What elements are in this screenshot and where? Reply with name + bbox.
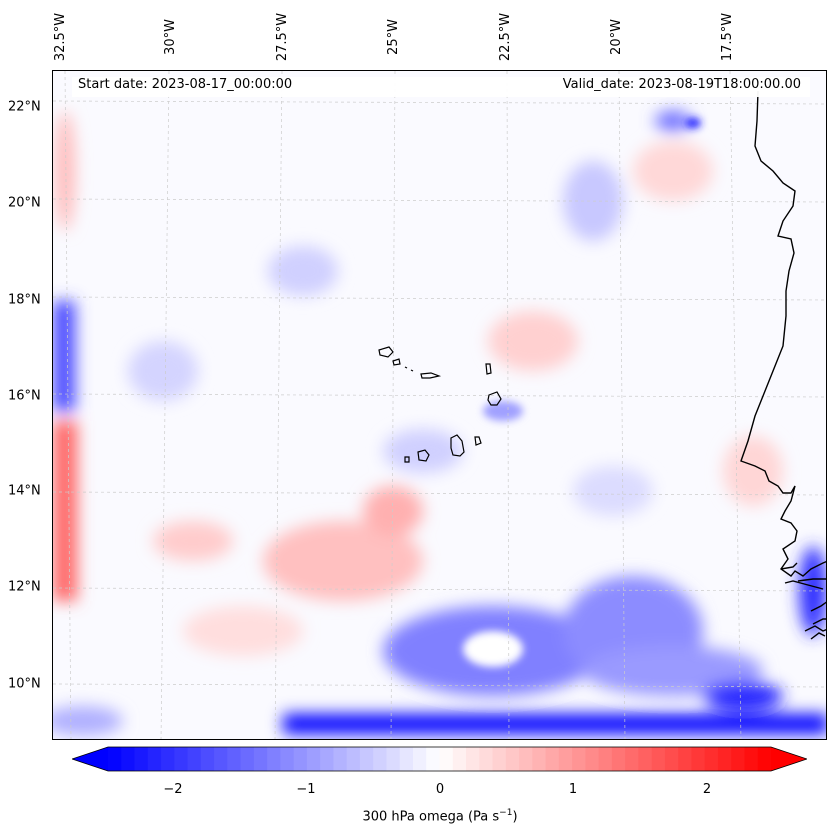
lon-label: 30°W xyxy=(163,19,178,55)
colorbar-segment xyxy=(651,747,666,771)
colorbar-tick: −2 xyxy=(163,782,183,797)
lon-label: 17.5°W xyxy=(720,12,735,62)
omega-small-features xyxy=(463,118,701,667)
colorbar-segment xyxy=(466,747,480,771)
colorbar-segment xyxy=(611,747,626,771)
lat-label: 22°N xyxy=(8,99,41,115)
colorbar-segment xyxy=(293,747,308,771)
colorbar-segment xyxy=(479,747,494,771)
colorbar-segment xyxy=(598,747,613,771)
colorbar-segment xyxy=(757,747,772,771)
colorbar-segment xyxy=(333,747,348,771)
lon-label: 27.5°W xyxy=(275,12,290,62)
colorbar-gradient xyxy=(72,746,807,772)
lat-label: 16°N xyxy=(8,388,41,404)
colorbar-segment xyxy=(346,747,361,771)
colorbar-segment xyxy=(625,747,639,771)
african-coastline xyxy=(740,90,826,640)
colorbar-segment xyxy=(505,747,520,771)
lon-label: 20°W xyxy=(609,19,624,55)
colorbar-tick: −1 xyxy=(296,782,316,797)
colorbar-segment xyxy=(558,747,573,771)
colorbar-segment xyxy=(280,747,295,771)
colorbar-segment xyxy=(359,747,374,771)
colorbar-segment xyxy=(187,747,202,771)
colorbar-segment xyxy=(399,747,414,771)
colorbar-segment xyxy=(306,747,321,771)
colorbar-segment xyxy=(717,747,732,771)
colorbar-segment xyxy=(545,747,560,771)
colorbar-segment xyxy=(227,747,242,771)
colorbar-segment xyxy=(134,747,149,771)
colorbar-extend-min xyxy=(72,747,108,771)
colorbar-segment xyxy=(253,747,268,771)
colorbar-tick: 0 xyxy=(435,782,445,797)
colorbar-segment xyxy=(320,747,335,771)
omega-field-map xyxy=(53,71,826,739)
colorbar-tick: 2 xyxy=(702,782,712,797)
colorbar-label-main: 300 hPa omega (Pa s xyxy=(362,809,500,825)
colorbar-segment xyxy=(386,747,401,771)
lat-label: 14°N xyxy=(8,483,41,499)
valid-date-label: Valid_date: 2023-08-19T18:00:00.00 xyxy=(562,77,801,92)
lat-label: 18°N xyxy=(8,292,41,308)
colorbar-segment xyxy=(744,747,759,771)
lat-label: 10°N xyxy=(8,676,41,692)
colorbar-segment xyxy=(731,747,746,771)
colorbar-segment xyxy=(664,747,679,771)
colorbar-label-sup: −1 xyxy=(499,808,513,818)
colorbar-segment xyxy=(704,747,719,771)
colorbar-segment xyxy=(200,747,215,771)
colorbar-segment xyxy=(373,747,388,771)
colorbar-label: 300 hPa omega (Pa s−1) xyxy=(0,808,837,824)
colorbar-segment xyxy=(585,747,600,771)
cape-verde-islands xyxy=(378,346,502,463)
colorbar-segment xyxy=(426,747,441,771)
colorbar-segment xyxy=(572,747,586,771)
colorbar-label-end: ) xyxy=(512,809,518,825)
colorbar-segment xyxy=(412,747,427,771)
colorbar-segment xyxy=(638,747,653,771)
lat-label: 20°N xyxy=(8,195,41,211)
colorbar-segment xyxy=(161,747,175,771)
colorbar-segment xyxy=(678,747,693,771)
lon-label: 22.5°W xyxy=(498,12,513,62)
colorbar-segment xyxy=(121,747,136,771)
colorbar xyxy=(72,745,807,773)
info-bar xyxy=(72,77,810,97)
colorbar-segment xyxy=(267,747,281,771)
colorbar-segment xyxy=(240,747,255,771)
colorbar-segment xyxy=(519,747,533,771)
colorbar-outline xyxy=(72,746,807,772)
colorbar-segment xyxy=(532,747,547,771)
colorbar-segment xyxy=(691,747,706,771)
colorbar-extend-max xyxy=(771,747,807,771)
colorbar-segment xyxy=(147,747,162,771)
map-panel[interactable] xyxy=(52,70,827,740)
colorbar-segment xyxy=(214,747,228,771)
lat-label: 12°N xyxy=(8,579,41,595)
lon-label: 32.5°W xyxy=(53,12,68,62)
colorbar-segment xyxy=(492,747,507,771)
colorbar-segment xyxy=(439,747,454,771)
colorbar-segment xyxy=(452,747,467,771)
gridlines xyxy=(53,71,826,739)
lon-label: 25°W xyxy=(386,19,401,55)
start-date-label: Start date: 2023-08-17_00:00:00 xyxy=(78,77,293,92)
colorbar-segment xyxy=(108,747,122,771)
colorbar-segment xyxy=(174,747,189,771)
colorbar-tick: 1 xyxy=(568,782,578,797)
